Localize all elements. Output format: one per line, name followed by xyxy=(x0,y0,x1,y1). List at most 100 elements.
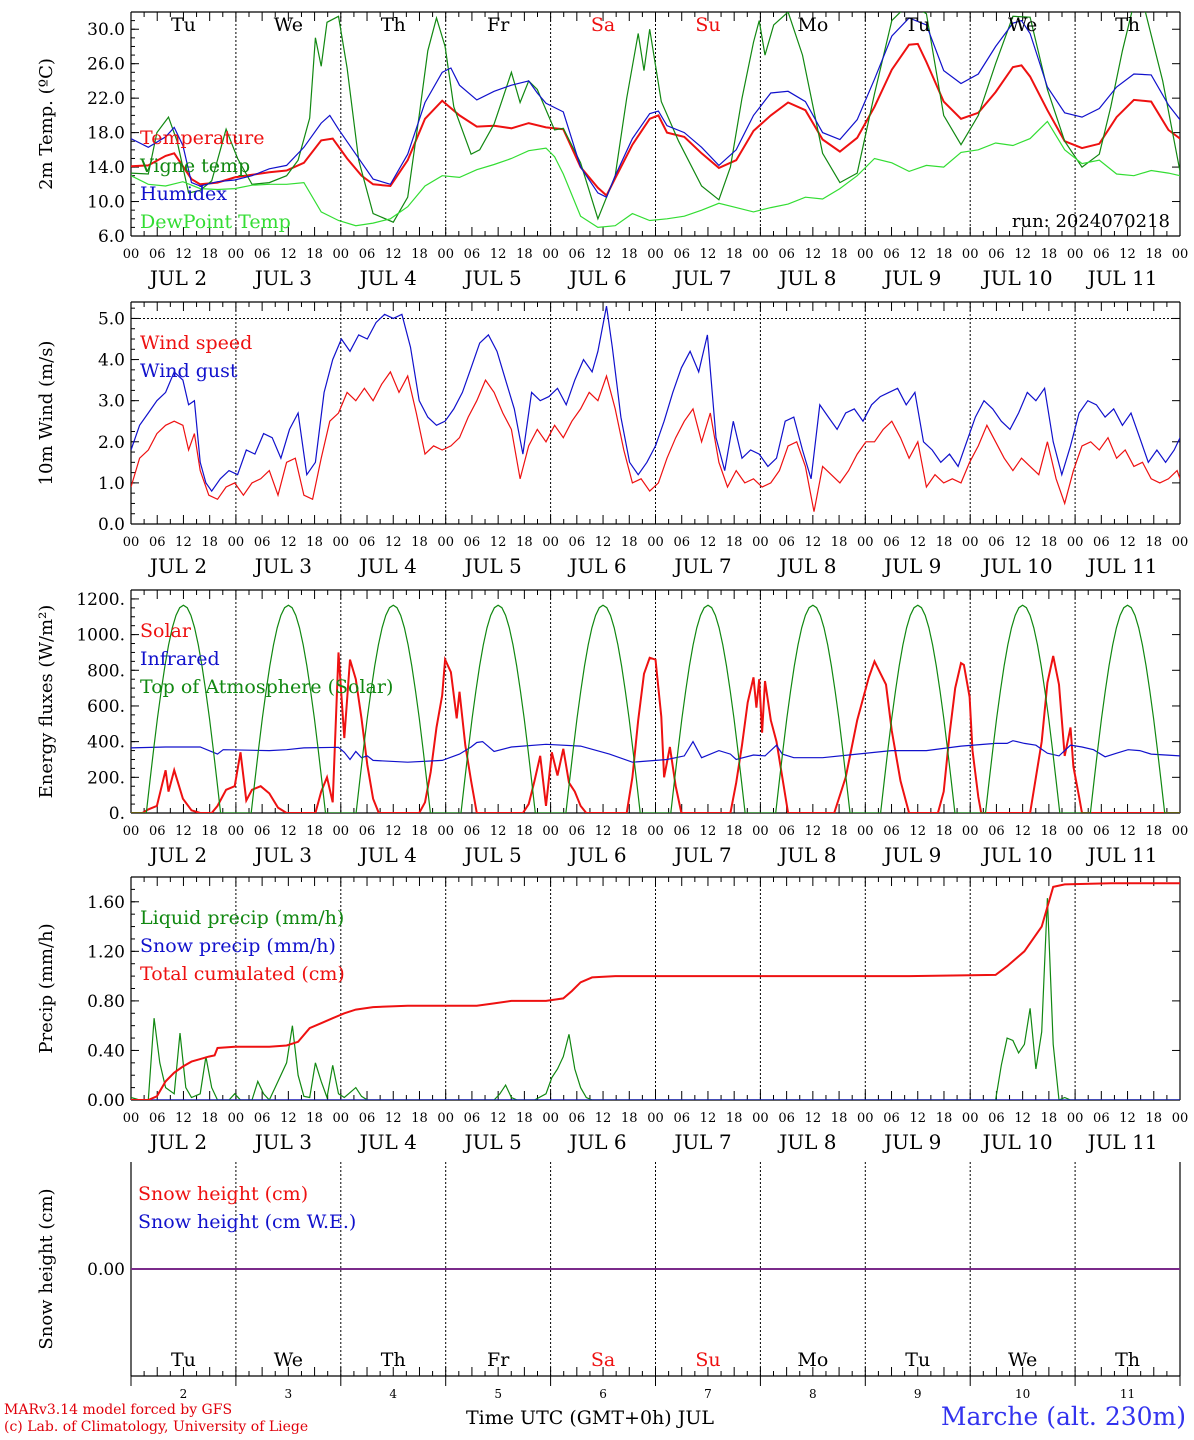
y-axis-label: Energy fluxes (W/m²) xyxy=(36,605,57,799)
hour-label: 00 xyxy=(228,247,245,262)
date-number: 4 xyxy=(389,1387,397,1401)
legend-entry: Wind gust xyxy=(140,360,238,382)
date-number: 10 xyxy=(1015,1387,1030,1401)
legend-entry: Snow height (cm W.E.) xyxy=(138,1211,356,1233)
hour-label: 12 xyxy=(1014,247,1031,262)
hour-label: 06 xyxy=(778,1111,795,1126)
legend-entry: Liquid precip (mm/h) xyxy=(140,907,344,929)
hour-label: 00 xyxy=(333,247,350,262)
hour-label: 18 xyxy=(306,824,323,839)
hour-label: 06 xyxy=(883,1111,900,1126)
date-label: JUL 10 xyxy=(981,1130,1053,1154)
y-tick-label: 0.00 xyxy=(87,1091,125,1111)
date-label: JUL 9 xyxy=(882,1130,941,1154)
date-number: 7 xyxy=(704,1387,712,1401)
hour-label: 12 xyxy=(909,1111,926,1126)
hour-label: 06 xyxy=(464,1111,481,1126)
hour-label: 06 xyxy=(569,535,586,550)
legend-entry: Snow precip (mm/h) xyxy=(140,935,336,957)
day-name: Th xyxy=(1115,1349,1140,1371)
date-label: JUL 9 xyxy=(882,266,941,290)
series-line-total-cumulated-cm xyxy=(131,882,1180,1100)
date-label: JUL 6 xyxy=(567,554,626,578)
hour-label: 18 xyxy=(411,824,428,839)
date-label: JUL 8 xyxy=(777,266,836,290)
date-label: JUL 6 xyxy=(567,266,626,290)
hour-label: 18 xyxy=(726,1111,743,1126)
hour-label: 00 xyxy=(542,1111,559,1126)
hour-label: 18 xyxy=(411,535,428,550)
y-tick-label: 26.0 xyxy=(87,55,125,75)
hour-label: 00 xyxy=(542,247,559,262)
hour-label: 12 xyxy=(280,824,297,839)
date-label: JUL 7 xyxy=(672,266,731,290)
hour-label: 06 xyxy=(673,247,690,262)
legend-entry: Temperature xyxy=(140,127,264,149)
hour-label: 18 xyxy=(516,535,533,550)
hour-label: 06 xyxy=(1093,1111,1110,1126)
series-line-vigne-temp xyxy=(131,12,1180,223)
hour-label: 18 xyxy=(726,247,743,262)
legend-entry: Infrared xyxy=(140,648,220,670)
panel-1: 6.0 10.0 14.0 18.0 22.0 26.0 30.0 2m Temp. (ºC)… xyxy=(36,11,1188,290)
hour-label: 12 xyxy=(805,535,822,550)
y-axis-label: Precip (mm/h) xyxy=(36,923,57,1053)
date-number: 5 xyxy=(494,1387,502,1401)
date-number: 11 xyxy=(1120,1387,1135,1401)
hour-label: 12 xyxy=(490,535,507,550)
hour-label: 06 xyxy=(359,535,376,550)
hour-label: 12 xyxy=(805,247,822,262)
hour-label: 00 xyxy=(962,1111,979,1126)
hour-label: 12 xyxy=(1119,824,1136,839)
date-number: 8 xyxy=(809,1387,817,1401)
hour-label: 18 xyxy=(831,824,848,839)
legend-entry: Snow height (cm) xyxy=(138,1183,308,1205)
day-name: We xyxy=(274,14,303,36)
hour-label: 18 xyxy=(1146,247,1163,262)
hour-label: 18 xyxy=(1146,824,1163,839)
date-label: JUL 10 xyxy=(981,554,1053,578)
series-line-humidex xyxy=(131,17,1180,199)
hour-label: 06 xyxy=(359,247,376,262)
hour-label: 06 xyxy=(1093,824,1110,839)
hour-label: 06 xyxy=(464,824,481,839)
hour-label: 18 xyxy=(306,535,323,550)
hour-label: 18 xyxy=(831,247,848,262)
hour-label: 06 xyxy=(464,535,481,550)
legend-entry: Humidex xyxy=(140,183,227,205)
hour-label: 06 xyxy=(1093,535,1110,550)
y-tick-label: 18.0 xyxy=(87,124,125,144)
hour-label: 06 xyxy=(988,1111,1005,1126)
hour-label: 00 xyxy=(437,535,454,550)
y-tick-label: 3.0 xyxy=(98,392,125,412)
y-tick-label: 1.60 xyxy=(87,893,125,913)
date-label: JUL 9 xyxy=(882,554,941,578)
hour-label: 06 xyxy=(569,1111,586,1126)
series-line-top-of-atmosphere-solar xyxy=(131,604,1180,813)
hour-label: 06 xyxy=(254,247,271,262)
hour-label: 12 xyxy=(700,1111,717,1126)
hour-label: 06 xyxy=(1093,247,1110,262)
hour-label: 12 xyxy=(1119,1111,1136,1126)
hour-label: 18 xyxy=(1146,1111,1163,1126)
date-label: JUL 2 xyxy=(148,266,207,290)
date-number: 6 xyxy=(599,1387,607,1401)
hour-label: 12 xyxy=(700,247,717,262)
hour-label: 12 xyxy=(385,247,402,262)
hour-label: 00 xyxy=(333,824,350,839)
credit-line-2: (c) Lab. of Climatology, University of L… xyxy=(4,1419,309,1435)
hour-label: 00 xyxy=(752,824,769,839)
day-name: Tu xyxy=(905,14,930,36)
date-label: JUL 2 xyxy=(148,554,207,578)
hour-label: 18 xyxy=(516,247,533,262)
date-label: JUL 4 xyxy=(358,843,417,867)
hour-label: 06 xyxy=(988,535,1005,550)
day-name: Sa xyxy=(591,14,615,36)
date-label: JUL 10 xyxy=(981,266,1053,290)
hour-label: 06 xyxy=(988,247,1005,262)
hour-label: 00 xyxy=(857,247,874,262)
hour-label: 00 xyxy=(1172,535,1189,550)
hour-label: 06 xyxy=(149,535,166,550)
hour-label: 18 xyxy=(726,535,743,550)
y-tick-label: 1200. xyxy=(76,590,125,610)
